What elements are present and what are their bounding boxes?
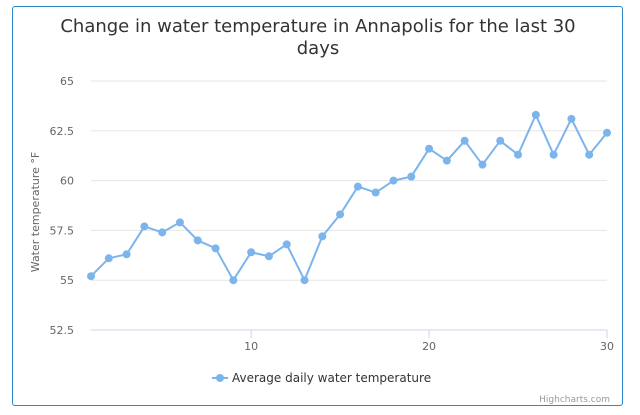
y-tick-labels: 52.5 55 57.5 60 62.5 65 bbox=[50, 75, 75, 337]
data-point[interactable] bbox=[514, 150, 523, 159]
data-point[interactable] bbox=[122, 250, 131, 259]
data-point[interactable] bbox=[247, 248, 256, 257]
data-point[interactable] bbox=[300, 276, 309, 285]
x-tick-labels: 10 20 30 bbox=[244, 330, 614, 353]
data-point[interactable] bbox=[407, 172, 416, 181]
y-tick-label: 57.5 bbox=[50, 224, 75, 237]
credits-link[interactable]: Highcharts.com bbox=[539, 395, 610, 405]
data-point[interactable] bbox=[318, 232, 327, 241]
series-line[interactable] bbox=[90, 113, 608, 282]
data-point[interactable] bbox=[442, 156, 451, 165]
data-point[interactable] bbox=[336, 210, 345, 219]
data-point[interactable] bbox=[425, 144, 434, 153]
legend-marker bbox=[216, 374, 224, 382]
data-point[interactable] bbox=[460, 136, 469, 145]
data-point[interactable] bbox=[104, 254, 113, 263]
x-tick-label: 20 bbox=[422, 340, 436, 353]
data-point[interactable] bbox=[478, 160, 487, 169]
data-point[interactable] bbox=[371, 188, 380, 197]
data-point[interactable] bbox=[353, 182, 362, 191]
chart-title-line-2: days bbox=[297, 38, 340, 59]
y-tick-label: 60 bbox=[60, 175, 74, 188]
data-point[interactable] bbox=[549, 150, 558, 159]
y-tick-label: 52.5 bbox=[50, 324, 75, 337]
y-tick-label: 55 bbox=[60, 274, 74, 287]
data-point[interactable] bbox=[389, 176, 398, 185]
data-point[interactable] bbox=[282, 240, 291, 249]
data-point[interactable] bbox=[158, 228, 167, 237]
legend[interactable]: Average daily water temperature bbox=[212, 371, 431, 385]
x-tick-label: 30 bbox=[600, 340, 614, 353]
grid-lines bbox=[91, 80, 607, 331]
data-point[interactable] bbox=[603, 128, 611, 137]
data-point[interactable] bbox=[87, 272, 95, 281]
series-group bbox=[87, 110, 611, 285]
data-point[interactable] bbox=[229, 276, 238, 285]
y-tick-label: 65 bbox=[60, 75, 74, 88]
data-point[interactable] bbox=[211, 244, 220, 253]
data-point[interactable] bbox=[496, 136, 505, 145]
data-point[interactable] bbox=[264, 252, 273, 261]
data-point[interactable] bbox=[567, 114, 576, 123]
x-tick-label: 10 bbox=[244, 340, 258, 353]
data-point[interactable] bbox=[175, 218, 184, 227]
data-point[interactable] bbox=[193, 236, 202, 245]
data-point[interactable] bbox=[140, 222, 149, 231]
y-axis-title: Water temperature °F bbox=[29, 152, 42, 272]
chart-frame bbox=[12, 6, 623, 406]
chart-title-line-1: Change in water temperature in Annapolis… bbox=[60, 16, 575, 37]
data-point[interactable] bbox=[531, 110, 540, 119]
y-tick-label: 62.5 bbox=[50, 125, 75, 138]
legend-label[interactable]: Average daily water temperature bbox=[232, 371, 431, 385]
data-point[interactable] bbox=[585, 150, 594, 159]
